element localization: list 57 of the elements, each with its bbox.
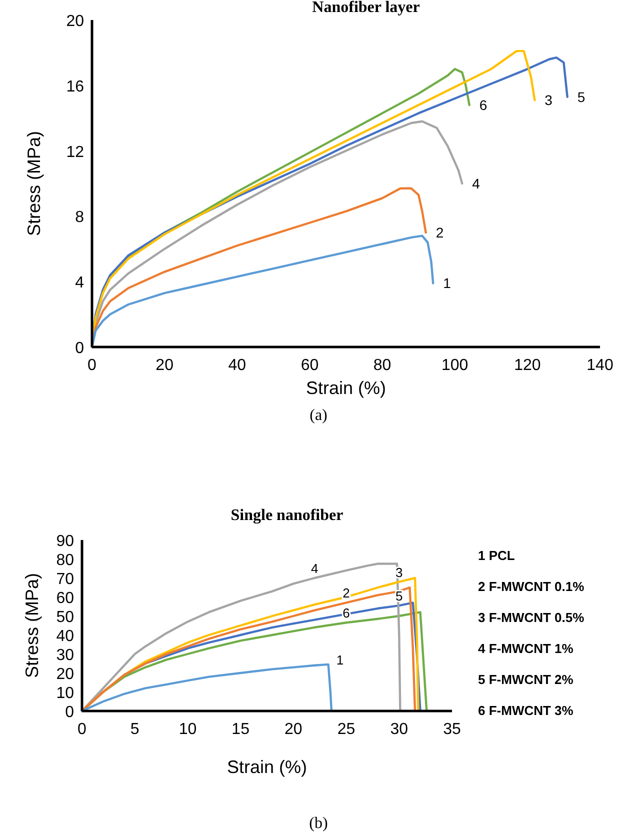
series-label: 2	[436, 224, 444, 241]
series-label: 5	[396, 588, 403, 604]
y-tick-label: 50	[56, 609, 74, 626]
series-label: 3	[396, 564, 403, 580]
x-tick-label: 35	[443, 721, 461, 738]
y-axis-title: Stress (MPa)	[24, 130, 44, 236]
text: 6 F-MWCNT 3%	[478, 703, 574, 718]
x-tick-label: 40	[228, 357, 246, 374]
y-tick-label: 90	[56, 533, 74, 550]
y-tick-label: 20	[56, 666, 74, 683]
x-tick-label: 100	[442, 357, 468, 374]
y-tick-label: 30	[56, 647, 74, 664]
text: (b)	[309, 815, 328, 832]
x-tick-label: 30	[390, 721, 408, 738]
series-label: 1	[443, 275, 452, 292]
y-tick-label: 8	[75, 209, 84, 226]
x-tick-label: 20	[284, 721, 302, 738]
y-tick-label: 80	[56, 552, 74, 569]
y-tick-label: 10	[56, 685, 74, 702]
series-label: 3	[544, 92, 553, 108]
y-tick-label: 0	[65, 704, 74, 721]
x-tick-label: 140	[586, 357, 614, 374]
y-tick-label: 16	[66, 78, 84, 96]
y-axis-title: Stress (MPa)	[22, 572, 42, 678]
line-series	[80, 663, 333, 712]
text: 1 PCL	[478, 548, 515, 563]
x-tick-label: 5	[130, 721, 140, 738]
y-tick-label: 0	[75, 340, 84, 357]
y-tick-label: 70	[56, 571, 74, 588]
line-series	[90, 234, 434, 348]
x-tick-label: 20	[156, 357, 174, 374]
text: (a)	[310, 407, 328, 424]
series-label: 4	[472, 176, 480, 192]
x-axis-title: Strain (%)	[306, 378, 386, 398]
x-tick-label: 0	[88, 357, 97, 374]
y-tick-label: 20	[66, 13, 84, 30]
x-axis-title: Strain (%)	[226, 757, 308, 777]
series-label: 4	[310, 561, 318, 576]
x-tick-label: 15	[232, 721, 250, 738]
text: 5 F-MWCNT 2%	[478, 672, 574, 687]
text: 3 F-MWCNT 0.5%	[478, 610, 585, 625]
y-tick-label: 4	[75, 274, 84, 292]
y-tick-label: 40	[56, 628, 74, 645]
chart-title: Single nanofiber	[230, 507, 344, 524]
x-tick-label: 120	[514, 357, 541, 374]
x-tick-label: 80	[373, 357, 392, 374]
y-tick-label: 60	[56, 590, 74, 607]
x-tick-label: 25	[337, 721, 356, 738]
series-label: 6	[479, 97, 488, 114]
text: 4 F-MWCNT 1%	[478, 641, 574, 656]
text: 2 F-MWCNT 0.1%	[478, 579, 585, 594]
x-tick-label: 10	[178, 721, 197, 738]
y-tick-label: 12	[66, 144, 84, 161]
series-label: 5	[577, 88, 586, 105]
x-tick-label: 60	[300, 357, 319, 374]
series-label: 1	[336, 652, 344, 668]
chart-title: Nanofiber layer	[312, 0, 420, 16]
